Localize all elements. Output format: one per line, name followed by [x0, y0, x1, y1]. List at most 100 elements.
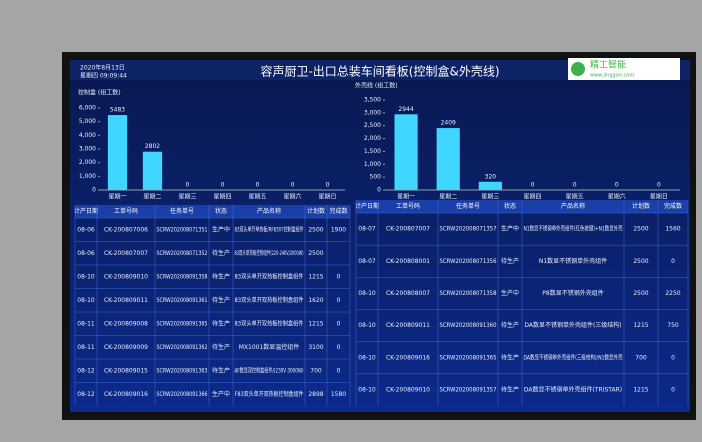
- table-cell: CK-200809016: [386, 354, 430, 361]
- header-bar: [70, 60, 690, 80]
- table-cell: 待生产: [212, 366, 230, 374]
- table-header: 计产日期: [355, 202, 379, 210]
- table-cell: SCRW202008091360: [440, 322, 497, 329]
- table-cell: CK-200809016: [104, 391, 148, 398]
- bar: [107, 115, 128, 190]
- y-tick-label: 2,500: [364, 122, 381, 129]
- value-label: 0: [531, 182, 535, 189]
- table-cell: 待生产: [501, 385, 519, 393]
- table-header: 计划数: [632, 202, 650, 210]
- table-cell: N1数显不锈钢单外壳组件: [539, 257, 607, 265]
- table-header: 计划数: [307, 207, 325, 215]
- y-tick-label: 500: [370, 174, 382, 181]
- table-cell: DA数显不锈钢单外壳组件(三级结构)/N1数显外壳: [524, 353, 623, 361]
- table-cell: 83双头单开双热板控制盒组件: [235, 319, 304, 327]
- table-cell: SCRW202008071358: [440, 290, 497, 297]
- y-tick-label: 1,000: [79, 173, 96, 180]
- value-label: 5483: [110, 107, 125, 114]
- logo: 精工智能: [590, 59, 626, 71]
- table-cell: 2898: [308, 391, 323, 398]
- y-tick-label: 2,000: [364, 135, 381, 142]
- table-header: 产品名称: [561, 202, 585, 210]
- value-label: 0: [256, 182, 260, 189]
- table-cell: 0: [337, 297, 341, 304]
- table-cell: CK-200809008: [104, 320, 148, 327]
- table-header: 状态: [215, 207, 227, 215]
- table-header: 完成数: [329, 207, 347, 215]
- table-cell: 生产中: [501, 289, 519, 297]
- table-cell: 0: [337, 344, 341, 351]
- x-tick-label: 星期一: [108, 193, 126, 201]
- value-label: 0: [615, 182, 619, 189]
- value-label: 2409: [441, 120, 456, 127]
- table-cell: SCRW202008071351: [157, 226, 208, 233]
- table-cell: 700: [635, 354, 647, 361]
- table-cell: CK-200807007: [104, 250, 148, 257]
- x-tick-label: 星期五: [248, 193, 266, 201]
- x-tick-label: 星期四: [213, 193, 231, 201]
- table-cell: CK-200807006: [104, 226, 148, 233]
- table-cell: 2500: [633, 290, 648, 297]
- table-cell: 待生产: [212, 249, 230, 257]
- table-cell: CK-200809011: [386, 322, 430, 329]
- table-cell: 待生产: [212, 296, 230, 304]
- x-tick-label: 星期二: [143, 193, 161, 201]
- table-cell: 1620: [308, 297, 323, 304]
- table-header: 工单号码: [114, 207, 138, 215]
- y-tick-label: 3,500: [364, 97, 381, 104]
- table-cell: 08-06: [77, 226, 95, 233]
- table-cell: 08-10: [77, 297, 95, 304]
- x-tick-label: 星期一: [397, 193, 415, 201]
- table-header: 任务单号: [170, 207, 194, 215]
- y-tick-label: 5,000: [79, 118, 96, 125]
- x-tick-label: 星期三: [481, 193, 499, 201]
- table-cell: CK-200807007: [386, 226, 430, 233]
- table-cell: 2500: [308, 226, 323, 233]
- y-tick-label: 1,500: [364, 148, 381, 155]
- website: www.jinggon.com: [590, 73, 634, 79]
- table-cell: 08-10: [77, 273, 95, 280]
- table-cell: 待生产: [501, 257, 519, 265]
- y-tick-label: 3,000: [364, 109, 381, 116]
- title: 容声厨卫-出口总装车间看板(控制盒&外壳线): [260, 64, 499, 79]
- value-label: 0: [186, 182, 190, 189]
- table-cell: 83双头单热板控制组件(220-240V/2000W): [235, 249, 304, 257]
- bar: [478, 181, 502, 190]
- logo-box: [568, 58, 680, 80]
- table-cell: 83双头单开双热板控制盒组件: [235, 296, 304, 304]
- bar: [142, 151, 163, 190]
- table-header: 计产日期: [74, 207, 98, 215]
- table-header-bg: [75, 205, 350, 218]
- table-cell: 1215: [633, 386, 648, 393]
- table-cell: 08-06: [77, 250, 95, 257]
- table-cell: CK-200809009: [104, 344, 148, 351]
- table-cell: SCRW202008091358: [157, 273, 208, 280]
- table-cell: 0: [337, 273, 341, 280]
- table-cell: SCRW202008071357: [440, 226, 497, 233]
- table-cell: 0: [337, 320, 341, 327]
- table-cell: 3100: [308, 344, 323, 351]
- chart-title: 控制盒 (组工数): [78, 89, 121, 97]
- table-cell: SCRW202008091363: [157, 367, 208, 374]
- table-cell: 2500: [633, 258, 648, 265]
- time: 星期四 09:09:44: [80, 72, 127, 80]
- x-tick-label: 星期三: [178, 193, 196, 201]
- table-cell: AF数显双控制盒组件/(230V 3000W): [235, 366, 304, 374]
- bar: [394, 114, 418, 190]
- value-label: 0: [221, 182, 225, 189]
- table-cell: SCRW202008091365: [440, 354, 497, 361]
- table-cell: 生产中: [212, 390, 230, 398]
- table-cell: 待生产: [212, 319, 230, 327]
- table-cell: 08-12: [77, 367, 95, 374]
- table-cell: 08-10: [358, 322, 376, 329]
- table-cell: CK-200809015: [104, 367, 148, 374]
- table-cell: 2500: [308, 250, 323, 257]
- value-label: 0: [573, 182, 577, 189]
- table-cell: N1数显不锈钢单外壳组件(红色按键)+N1数显外壳: [524, 225, 623, 233]
- table-header: 产品名称: [257, 207, 281, 215]
- table-cell: SCRW202008091365: [157, 320, 208, 327]
- table-cell: CK-200809011: [104, 297, 148, 304]
- table-header: 状态: [504, 202, 516, 210]
